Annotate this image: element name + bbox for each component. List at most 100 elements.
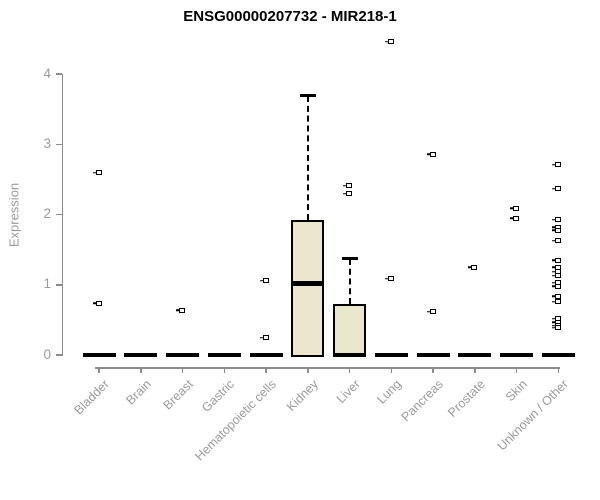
y-tick [55,354,62,356]
y-tick-label: 0 [43,346,51,362]
outlier-point-tick [343,185,346,187]
outlier-point [551,325,561,331]
outlier-point-tick [551,226,555,229]
box [333,303,366,357]
outlier-point [510,205,519,211]
y-tick [55,284,62,286]
outlier-point-tick [551,317,555,320]
x-tick [348,367,351,373]
chart-title: ENSG00000207732 - MIR218-1 [183,8,397,25]
x-tick [140,367,142,373]
outlier-point-tick [426,310,430,313]
box-median [333,352,366,358]
x-tick [515,367,518,373]
outlier-point-tick [551,327,555,329]
outlier-point-tick [176,309,179,311]
box [291,220,325,357]
outlier-point-tick [510,217,513,219]
outlier-point [92,300,102,306]
y-tick [55,213,62,216]
outlier-point [551,299,561,305]
outlier-point-tick [551,321,555,323]
x-tick [390,367,392,373]
outlier-point [551,227,561,233]
zero-bar [124,352,158,358]
x-tick [432,367,434,373]
outlier-point [92,170,102,176]
outlier-point-tick [510,207,513,210]
outlier-point [426,309,436,315]
x-tick [557,367,559,373]
outlier-point-tick [551,187,555,190]
outlier-point-tick [551,295,555,297]
zero-bar [207,352,241,358]
outlier-point [551,217,561,223]
zero-bar [374,352,408,358]
whisker-cap [341,257,358,260]
outlier-point [551,257,561,263]
y-axis-line [61,74,63,356]
whisker-cap [299,94,316,97]
outlier-point [384,276,394,282]
outlier-point-tick [551,301,555,303]
x-tick [474,367,476,373]
outlier-point [551,273,561,279]
outlier-point-tick [551,266,555,269]
box-median [291,281,325,286]
outlier-point-tick [551,229,555,231]
outlier-point [468,264,478,270]
outlier-point [343,183,352,189]
zero-bar [82,352,116,358]
outlier-point [551,283,561,289]
outlier-point-tick [259,336,263,339]
outlier-point [426,151,436,157]
outlier-point-tick [551,270,555,273]
zero-bar [500,352,533,358]
outlier-point-tick [551,218,555,221]
x-tick [265,367,267,373]
outlier-point-tick [384,41,388,43]
outlier-point [551,162,561,168]
outlier-point [551,238,561,244]
outlier-point-tick [551,275,555,277]
outlier-point [176,307,185,313]
x-tick [223,367,225,373]
outlier-point-tick [468,266,472,269]
y-tick [55,143,62,145]
outlier-point [551,186,561,192]
x-tick [307,367,309,373]
outlier-point-tick [551,324,555,327]
y-tick-label: 2 [43,206,51,221]
x-tick [98,367,100,373]
outlier-point-tick [551,164,555,166]
zero-bar [416,352,450,358]
whisker [306,96,309,221]
y-tick-label: 1 [43,276,51,292]
zero-bar [249,352,283,358]
outlier-point-tick [384,277,388,280]
outlier-point-tick [426,153,430,156]
outlier-point-tick [343,192,346,195]
outlier-point [343,191,352,197]
outlier-point [384,39,394,45]
outlier-point-tick [259,279,263,282]
y-tick-label: 3 [43,135,51,151]
zero-bar [166,352,199,358]
whisker [348,259,351,304]
outlier-point [259,278,269,284]
zero-bar [458,352,492,358]
x-tick [181,367,184,373]
outlier-point-tick [551,259,555,262]
x-axis-line [95,367,560,369]
outlier-point-tick [551,285,555,288]
outlier-point-tick [551,239,555,242]
outlier-point-tick [92,302,96,304]
y-tick [55,73,62,75]
y-tick-label: 4 [43,65,51,81]
zero-bar [541,352,575,358]
outlier-point [510,215,519,221]
outlier-point [551,293,561,299]
outlier-point-tick [551,282,555,284]
